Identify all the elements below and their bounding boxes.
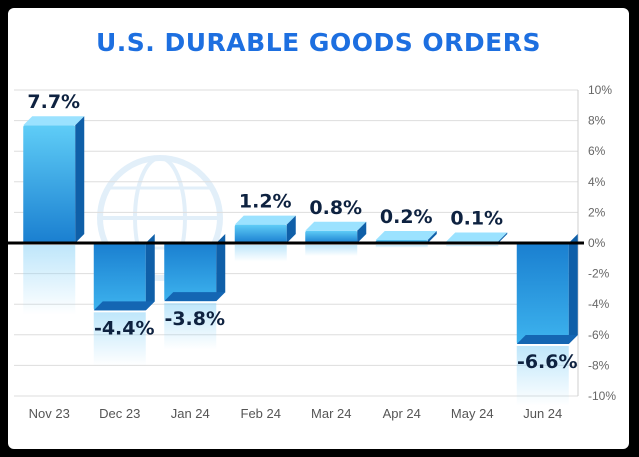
y-tick-label: 2% (588, 205, 606, 219)
bar-reflection (93, 312, 146, 367)
data-label: 7.7% (27, 91, 80, 113)
y-tick-label: 10% (588, 83, 612, 97)
y-tick-label: -2% (588, 267, 610, 281)
bar (375, 230, 437, 243)
bar (164, 234, 226, 302)
bar-reflection (234, 245, 287, 262)
y-tick-label: -6% (588, 328, 610, 342)
bar-reflection (164, 303, 217, 350)
x-tick-label: Mar 24 (311, 406, 351, 421)
bar (93, 234, 155, 311)
x-tick-label: May 24 (451, 406, 494, 421)
data-label: -3.8% (164, 308, 225, 330)
x-tick-label: Feb 24 (241, 406, 281, 421)
y-tick-label: -10% (588, 389, 616, 403)
y-tick-label: 6% (588, 144, 606, 158)
x-tick-label: Jan 24 (171, 406, 210, 421)
data-label: 1.2% (239, 191, 292, 213)
y-tick-label: 4% (588, 175, 606, 189)
x-tick-label: Jun 24 (523, 406, 562, 421)
chart-frame: U.S. DURABLE GOODS ORDERS (8, 8, 629, 449)
data-label: 0.8% (309, 197, 362, 219)
bar (305, 221, 367, 243)
bar-reflection (516, 345, 569, 406)
bar (234, 215, 296, 243)
bar (23, 116, 85, 243)
data-label: -6.6% (517, 351, 578, 373)
data-label: 0.2% (380, 206, 433, 228)
bar-reflection (446, 245, 499, 247)
y-tick-label: -4% (588, 297, 610, 311)
chart-title: U.S. DURABLE GOODS ORDERS (96, 28, 541, 57)
bar-chart: 7.7% -4.4% -3.8% 1.2% 0.8% 0.2% 0.1% -6.6% 10% 8… (8, 83, 616, 421)
y-tick-label: 8% (588, 114, 606, 128)
x-tick-label: Dec 23 (99, 406, 140, 421)
bar (516, 234, 578, 344)
x-tick-label: Apr 24 (383, 406, 421, 421)
data-label: -4.4% (94, 317, 155, 339)
bar-reflection (305, 245, 358, 257)
bar-reflection (375, 245, 428, 248)
y-tick-label: 0% (588, 236, 606, 250)
y-tick-label: -8% (588, 358, 610, 372)
data-label: 0.1% (450, 207, 503, 229)
x-tick-label: Nov 23 (29, 406, 70, 421)
bar-reflection (23, 245, 76, 315)
